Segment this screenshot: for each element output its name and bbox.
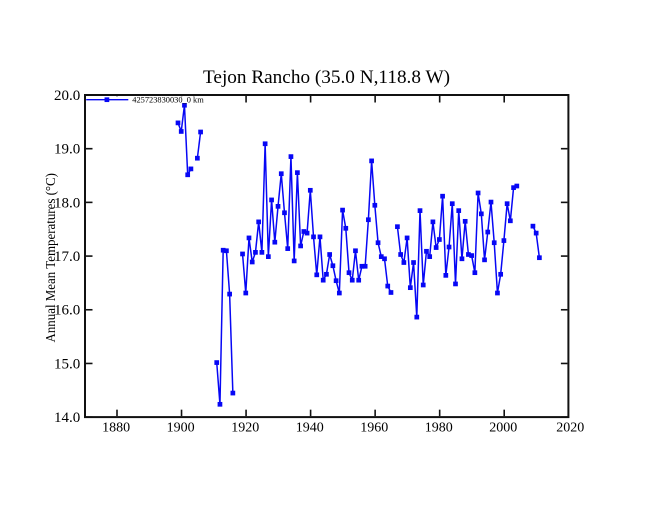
svg-text:1900: 1900: [167, 421, 195, 436]
svg-text:19.0: 19.0: [54, 142, 80, 158]
svg-text:1960: 1960: [360, 421, 388, 436]
svg-text:2000: 2000: [489, 421, 517, 436]
svg-text:18.0: 18.0: [54, 195, 80, 211]
svg-text:16.0: 16.0: [54, 303, 80, 319]
svg-text:20.0: 20.0: [54, 88, 80, 104]
svg-text:15.0: 15.0: [54, 356, 80, 372]
svg-text:14.0: 14.0: [54, 410, 80, 426]
svg-text:1880: 1880: [102, 421, 130, 436]
svg-text:Tejon Rancho (35.0 N,118.8 W): Tejon Rancho (35.0 N,118.8 W): [203, 67, 450, 88]
svg-text:425723830030_0 km: 425723830030_0 km: [132, 95, 204, 104]
svg-text:2020: 2020: [556, 421, 584, 436]
svg-text:17.0: 17.0: [54, 249, 80, 265]
svg-text:1980: 1980: [425, 421, 453, 436]
svg-text:1940: 1940: [296, 421, 324, 436]
svg-text:1920: 1920: [231, 421, 259, 436]
svg-text:Annual Mean Temperatures (°C): Annual Mean Temperatures (°C): [44, 173, 59, 343]
